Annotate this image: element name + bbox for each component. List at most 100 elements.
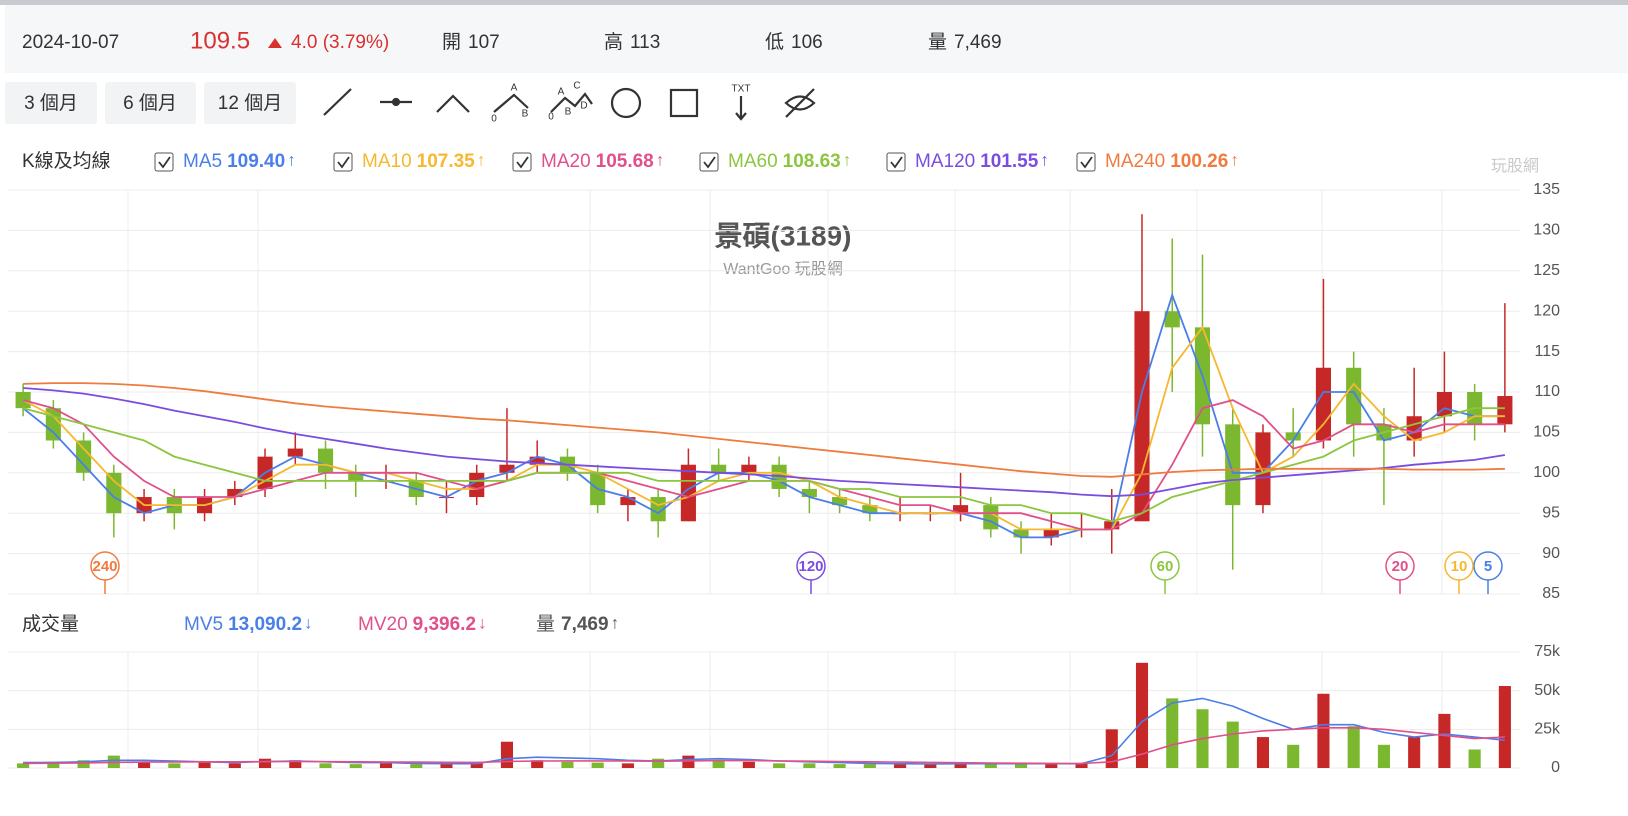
icon-label: C xyxy=(573,81,580,92)
volume-label: 量 xyxy=(928,32,947,53)
legend-value: 13,090.2 xyxy=(228,614,302,635)
ma-marker-label: 120 xyxy=(798,558,823,575)
candle-body xyxy=(106,472,122,514)
legend-name: MV5 xyxy=(184,614,223,635)
volume-bar xyxy=(500,741,514,768)
candle-body xyxy=(953,505,969,514)
tool-angle[interactable] xyxy=(436,94,470,113)
volume-bar xyxy=(1438,713,1451,768)
ma-marker-label: 20 xyxy=(1392,558,1409,575)
legend-check xyxy=(516,156,529,169)
range-button[interactable] xyxy=(204,82,296,124)
volume-bar xyxy=(803,763,816,768)
y-tick-label: 90 xyxy=(1542,545,1560,562)
ma-marker-label: 5 xyxy=(1484,558,1492,575)
icon-label: A xyxy=(511,83,518,94)
tool-line[interactable] xyxy=(323,88,352,116)
tool-abcd[interactable] xyxy=(550,92,593,113)
icon-label: D xyxy=(580,101,587,112)
low-label: 低 xyxy=(765,31,784,53)
volume-bar xyxy=(470,763,483,768)
candle-body xyxy=(862,505,878,514)
legend-checkbox[interactable] xyxy=(154,152,174,172)
tool-rect[interactable] xyxy=(669,88,699,118)
volume-bar xyxy=(47,761,60,768)
volume-bar xyxy=(168,763,181,768)
volume-bar xyxy=(17,763,30,768)
volume-bar xyxy=(77,760,90,768)
legend-checkbox[interactable] xyxy=(512,152,532,172)
legend-name: MA240 xyxy=(1105,151,1165,172)
legend-value: 109.40 xyxy=(227,151,285,172)
volume-bar xyxy=(138,761,151,768)
candle-body xyxy=(1346,367,1362,425)
icon-label: 0 xyxy=(548,112,554,123)
volume-bar xyxy=(682,755,695,768)
tool-circle[interactable] xyxy=(610,87,642,119)
candle-body xyxy=(1134,311,1150,522)
volume-bar xyxy=(1317,693,1330,768)
volume-bar xyxy=(289,760,302,768)
legend-name: MV20 xyxy=(358,614,408,635)
volume-bar xyxy=(924,764,937,768)
candle-body xyxy=(711,464,727,473)
volume-bar xyxy=(1105,729,1118,768)
legend-name: MA20 xyxy=(541,151,591,172)
legend-checkbox[interactable] xyxy=(886,152,906,172)
range-button-label[interactable]: 6 個月 xyxy=(123,92,177,114)
ma-line xyxy=(22,399,1505,531)
y-tick-label: 0 xyxy=(1551,759,1560,776)
ma-marker xyxy=(1150,551,1180,581)
range-button-label[interactable]: 12 個月 xyxy=(218,92,282,114)
candle-body xyxy=(1497,396,1513,425)
legend-trend: ↑ xyxy=(287,150,296,169)
watermark: 玩股網 xyxy=(1491,157,1539,175)
candle-body xyxy=(76,440,92,473)
chart-title: 景碩(3189) xyxy=(715,220,852,251)
ma-line xyxy=(22,325,1505,531)
ma-line xyxy=(23,382,1505,478)
legend-checkbox[interactable] xyxy=(333,152,353,172)
volume-bar xyxy=(531,760,544,768)
range-button[interactable] xyxy=(105,82,196,124)
ma-marker-label: 240 xyxy=(92,558,117,575)
legend-name: MA10 xyxy=(362,151,412,172)
volume-bar xyxy=(591,762,604,768)
volume-bar xyxy=(773,763,786,768)
ma-marker xyxy=(796,551,826,581)
legend-value: 9,396.2 xyxy=(413,614,476,635)
range-button[interactable] xyxy=(5,82,97,124)
y-tick-label: 135 xyxy=(1533,181,1560,198)
volume-bar xyxy=(1135,662,1149,768)
volume-bar xyxy=(1468,749,1481,768)
candle-body xyxy=(45,408,61,441)
ma-marker-label: 10 xyxy=(1451,558,1468,575)
candle-body xyxy=(832,497,848,506)
candle-body xyxy=(1013,529,1029,538)
mv-line xyxy=(23,727,1505,765)
tool-text-arrow xyxy=(735,112,747,121)
legend-checkbox[interactable] xyxy=(1076,152,1096,172)
drawing-tools xyxy=(323,87,816,121)
volume-bar xyxy=(410,764,423,768)
icon-label: A xyxy=(558,87,565,98)
volume-bar xyxy=(440,764,453,768)
volume-bar xyxy=(319,763,332,768)
legend-trend: ↑ xyxy=(611,613,620,632)
legend-name: MA120 xyxy=(915,151,975,172)
y-tick-label: 120 xyxy=(1533,302,1560,319)
volume-bar xyxy=(1287,744,1300,768)
volume-bar xyxy=(1347,726,1360,768)
legend-check xyxy=(890,156,903,169)
volume-bar xyxy=(742,761,755,768)
ma-marker-label: 60 xyxy=(1157,558,1174,575)
mv-line xyxy=(23,697,1505,765)
legend-checkbox[interactable] xyxy=(699,152,719,172)
range-button-label[interactable]: 3 個月 xyxy=(24,92,78,114)
candle-body xyxy=(1104,521,1120,530)
volume-bar xyxy=(1014,763,1028,768)
tool-abc[interactable] xyxy=(493,93,529,113)
legend-title: K線及均線 xyxy=(22,150,111,172)
legend-check xyxy=(337,156,350,169)
